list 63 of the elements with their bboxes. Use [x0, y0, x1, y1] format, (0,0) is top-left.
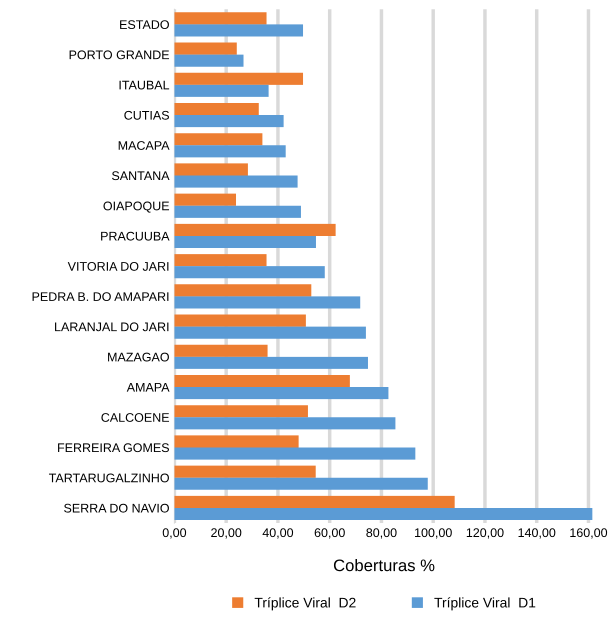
bar [174, 72, 304, 85]
y-tick-label: FERREIRA GOMES [58, 443, 169, 452]
bar [174, 356, 368, 369]
y-tick-label: CALCOENE [101, 413, 170, 422]
y-tick-label: TARTARUGALZINHO [48, 474, 169, 482]
bar [174, 194, 236, 206]
y-tick-label: MACAPA [118, 141, 170, 150]
bar [174, 508, 592, 520]
bar [174, 224, 336, 236]
x-tick-label: 0,00 [162, 528, 186, 539]
bar [174, 254, 267, 266]
y-tick-label: PORTO GRANDE [70, 50, 170, 60]
legend-label: Tríplice Viral D1 [434, 597, 536, 610]
legend-label: Tríplice Viral D2 [254, 597, 356, 610]
bar [174, 417, 396, 430]
bar [174, 12, 267, 24]
bar [174, 24, 304, 36]
y-tick-label: ITAUBAL [120, 80, 170, 90]
x-tick-label: 120,00 [466, 528, 504, 539]
x-tick-label: 60,00 [314, 528, 345, 539]
bar [174, 448, 416, 460]
bar [174, 344, 268, 357]
x-tick-label: 40,00 [262, 528, 294, 539]
bar [174, 102, 259, 116]
x-axis-title: Coberturas % [334, 559, 434, 572]
bar [174, 115, 284, 128]
bar [174, 236, 316, 248]
x-tick-label: 100,00 [415, 528, 452, 539]
y-tick-label: SANTANA [112, 171, 170, 180]
bar [174, 284, 312, 296]
y-tick-label: ESTADO [120, 20, 169, 30]
bar [174, 296, 360, 308]
y-tick-label: VITORIA DO JARI [68, 262, 168, 271]
y-tick-label: SERRA DO NAVIO [64, 504, 169, 513]
bar [174, 133, 262, 146]
bar [174, 314, 306, 327]
bar [174, 466, 316, 478]
bar [174, 387, 388, 400]
x-tick-label: 80,00 [366, 528, 397, 539]
bar [174, 496, 455, 508]
y-tick-label: AMAPA [126, 382, 170, 392]
x-tick-label: 20,00 [211, 528, 242, 539]
bar [174, 405, 308, 418]
bar [174, 206, 301, 218]
bar [174, 54, 244, 67]
y-tick-label: PEDRA B. DO AMAPARI [32, 292, 168, 302]
y-tick-label: MAZAGAO [108, 352, 169, 362]
bar [174, 374, 350, 388]
bar [174, 42, 237, 55]
bar [174, 145, 286, 158]
bar [174, 478, 428, 490]
bar [174, 84, 269, 97]
bar [174, 176, 298, 188]
bar [174, 435, 299, 448]
x-tick-label: 140,00 [518, 528, 556, 539]
y-tick-label: CUTIAS [124, 110, 169, 120]
bar [174, 266, 325, 278]
bar [174, 326, 366, 339]
y-tick-label: LARANJAL DO JARI [55, 322, 168, 332]
bar [174, 163, 248, 176]
y-tick-label: OIAPOQUE [103, 202, 170, 213]
y-tick-label: PRACUUBA [101, 232, 170, 241]
x-tick-label: 160,00 [570, 528, 608, 539]
